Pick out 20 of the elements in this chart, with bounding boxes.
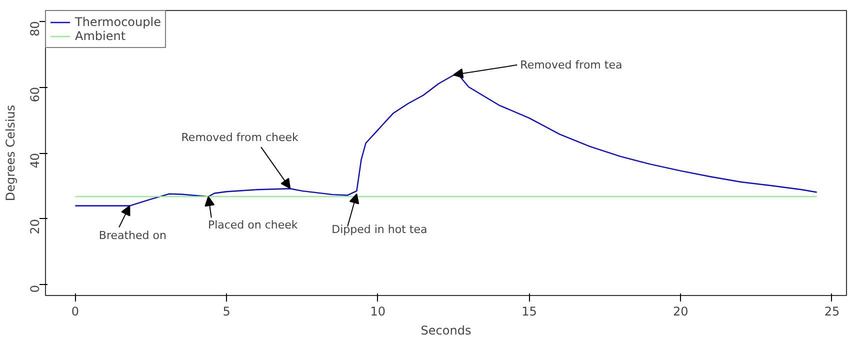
y-tick-label: 20: [28, 218, 42, 234]
y-tick-label: 0: [28, 284, 42, 293]
x-tick-label: 0: [71, 304, 79, 318]
annotation: Breathed on: [98, 228, 166, 242]
x-tick-label: 15: [522, 304, 537, 318]
y-axis-title: Degrees Celsius: [4, 104, 18, 202]
x-tick-label: 20: [672, 304, 688, 318]
legend-label: Ambient: [75, 29, 126, 43]
x-axis-title: Seconds: [420, 324, 472, 338]
y-tick-label: 80: [28, 21, 42, 36]
y-tick-label: 40: [28, 152, 42, 168]
x-tick-label: 10: [370, 304, 386, 318]
x-tick-label: 5: [222, 304, 230, 318]
annotation: Placed on cheek: [208, 218, 298, 232]
x-tick-label: 25: [824, 304, 840, 318]
legend-label: Thermocouple: [75, 15, 161, 29]
y-tick-label: 60: [28, 87, 42, 102]
annotation: Removed from tea: [520, 58, 622, 72]
annotation: Removed from cheek: [181, 130, 300, 144]
annotation: Dipped in hot tea: [332, 223, 428, 236]
